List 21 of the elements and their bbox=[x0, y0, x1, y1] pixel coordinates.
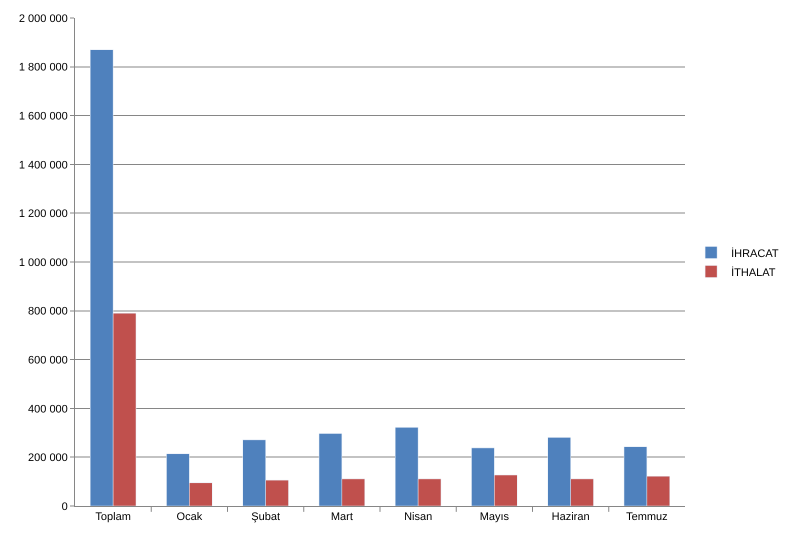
x-tick-label: Şubat bbox=[251, 511, 280, 524]
y-tick-label: 1 000 000 bbox=[18, 256, 68, 269]
x-tick-label: Temmuz bbox=[626, 511, 668, 524]
y-tick-label: 1 600 000 bbox=[18, 110, 68, 122]
x-tick-label: Ocak bbox=[176, 511, 203, 524]
y-tick-label: 600 000 bbox=[28, 354, 68, 366]
y-tick-label: 1 800 000 bbox=[18, 62, 68, 74]
y-tick-label: 2 000 000 bbox=[18, 12, 68, 25]
y-tick-label: 800 000 bbox=[28, 306, 68, 318]
legend-label: İHRACAT bbox=[731, 246, 779, 260]
y-tick-label: 1 400 000 bbox=[18, 159, 68, 172]
x-tick-label: Nisan bbox=[404, 511, 432, 524]
x-tick-label: Mart bbox=[330, 511, 353, 524]
x-tick-label: Haziran bbox=[552, 511, 590, 524]
y-tick-label: 200 000 bbox=[28, 452, 68, 464]
y-tick-label: 0 bbox=[62, 500, 68, 513]
y-tick-label: 400 000 bbox=[28, 403, 68, 416]
legend-label: İTHALAT bbox=[731, 266, 776, 279]
x-tick-label: Toplam bbox=[95, 511, 131, 524]
y-tick-label: 1 200 000 bbox=[18, 208, 68, 220]
x-tick-label: Mayıs bbox=[480, 511, 510, 524]
